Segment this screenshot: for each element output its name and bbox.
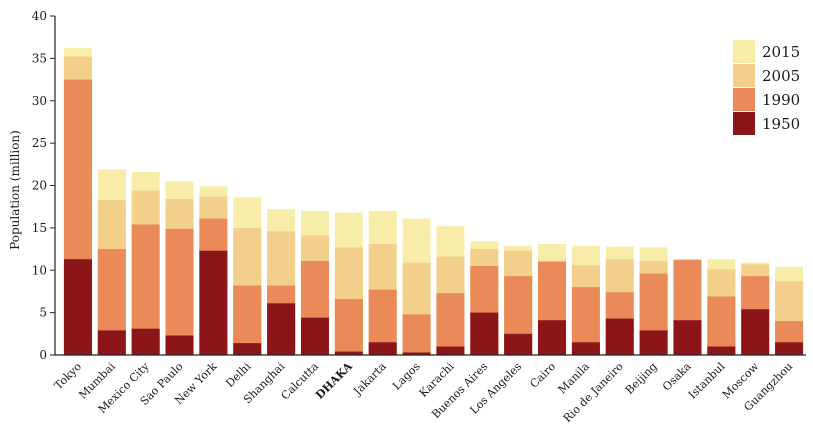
y-axis-title: Population (million) — [8, 130, 22, 250]
bar-group-istanbul — [707, 259, 736, 355]
bar-1990 — [334, 299, 363, 355]
bars — [63, 48, 804, 356]
bar-group-cairo — [538, 243, 567, 355]
bar-group-shanghai — [267, 209, 296, 355]
x-tick-label: Delhi — [223, 360, 253, 390]
bar-1950 — [470, 312, 499, 356]
bar-group-sao-paulo — [165, 181, 194, 355]
bar-group-rio-de-janeiro — [605, 246, 634, 355]
bar-group-dhaka — [334, 212, 363, 355]
bar-group-calcutta — [300, 210, 329, 355]
legend-swatch-1950 — [733, 112, 755, 135]
x-tick-label: Lagos — [390, 360, 423, 393]
bar-1950 — [673, 320, 702, 355]
bar-group-tokyo — [63, 48, 92, 356]
bar-1950 — [639, 330, 668, 355]
y-tick-label: 10 — [32, 263, 47, 277]
bar-1950 — [605, 318, 634, 355]
bar-1950 — [538, 320, 567, 355]
bar-group-buenos-aires — [470, 241, 499, 356]
bar-1950 — [571, 342, 600, 355]
bar-1950 — [504, 333, 533, 355]
legend: 2015 2005 1990 1950 — [733, 40, 800, 135]
bar-1950 — [233, 343, 262, 355]
y-tick-label: 5 — [39, 306, 47, 320]
bar-1950 — [334, 351, 363, 355]
y-tick-label: 20 — [32, 179, 47, 193]
bar-1950 — [165, 335, 194, 355]
bar-group-los-angeles — [504, 245, 533, 355]
bar-group-new-york — [199, 186, 228, 355]
y-tick-label: 30 — [32, 94, 47, 108]
bar-1950 — [741, 309, 770, 355]
x-tick-label: Tokyo — [52, 360, 85, 393]
legend-label-2015: 2015 — [762, 43, 800, 61]
bar-1990 — [165, 228, 194, 355]
y-tick-label: 25 — [32, 136, 47, 150]
y-tick-label: 0 — [39, 348, 47, 362]
bar-1950 — [402, 352, 431, 355]
x-tick-label: Rio de Janeiro — [561, 360, 626, 425]
x-tick-label: Jakarta — [350, 360, 389, 399]
bar-1950 — [300, 317, 329, 355]
bar-1950 — [267, 303, 296, 355]
bar-1950 — [63, 259, 92, 355]
legend-label-1950: 1950 — [762, 115, 800, 133]
x-tick-label: Calcutta — [279, 360, 322, 403]
bar-group-mumbai — [97, 169, 126, 355]
bar-group-guangzhou — [775, 266, 804, 355]
bar-group-karachi — [436, 226, 465, 355]
bar-1950 — [775, 342, 804, 355]
bar-1950 — [368, 342, 397, 355]
bar-1950 — [436, 346, 465, 355]
bar-group-jakarta — [368, 210, 397, 355]
legend-swatch-2015 — [733, 40, 755, 63]
x-tick-label: Beijing — [623, 360, 660, 397]
bar-1990 — [707, 296, 736, 355]
bar-group-mexico-city — [131, 171, 160, 355]
bar-1950 — [199, 250, 228, 355]
legend-swatch-2005 — [733, 64, 755, 87]
bar-1950 — [131, 328, 160, 355]
bar-1950 — [707, 346, 736, 355]
bar-group-osaka — [673, 259, 702, 355]
bar-1950 — [97, 330, 126, 355]
bar-1990 — [402, 314, 431, 355]
x-tick-label: Cairo — [527, 360, 558, 391]
bar-group-manila — [571, 245, 600, 355]
bar-1990 — [436, 293, 465, 355]
x-tick-label: DHAKA — [313, 360, 355, 402]
y-tick-label: 35 — [32, 51, 47, 65]
bar-group-beijing — [639, 247, 668, 355]
legend-label-1990: 1990 — [762, 91, 800, 109]
y-tick-label: 40 — [32, 9, 47, 23]
legend-swatch-1990 — [733, 88, 755, 111]
bar-group-moscow — [741, 262, 770, 355]
bar-group-delhi — [233, 197, 262, 356]
legend-label-2005: 2005 — [762, 67, 800, 85]
y-tick-label: 15 — [32, 221, 47, 235]
y-axis: 0 5 10 15 20 25 30 35 40 — [32, 9, 56, 362]
bar-group-lagos — [402, 218, 431, 355]
